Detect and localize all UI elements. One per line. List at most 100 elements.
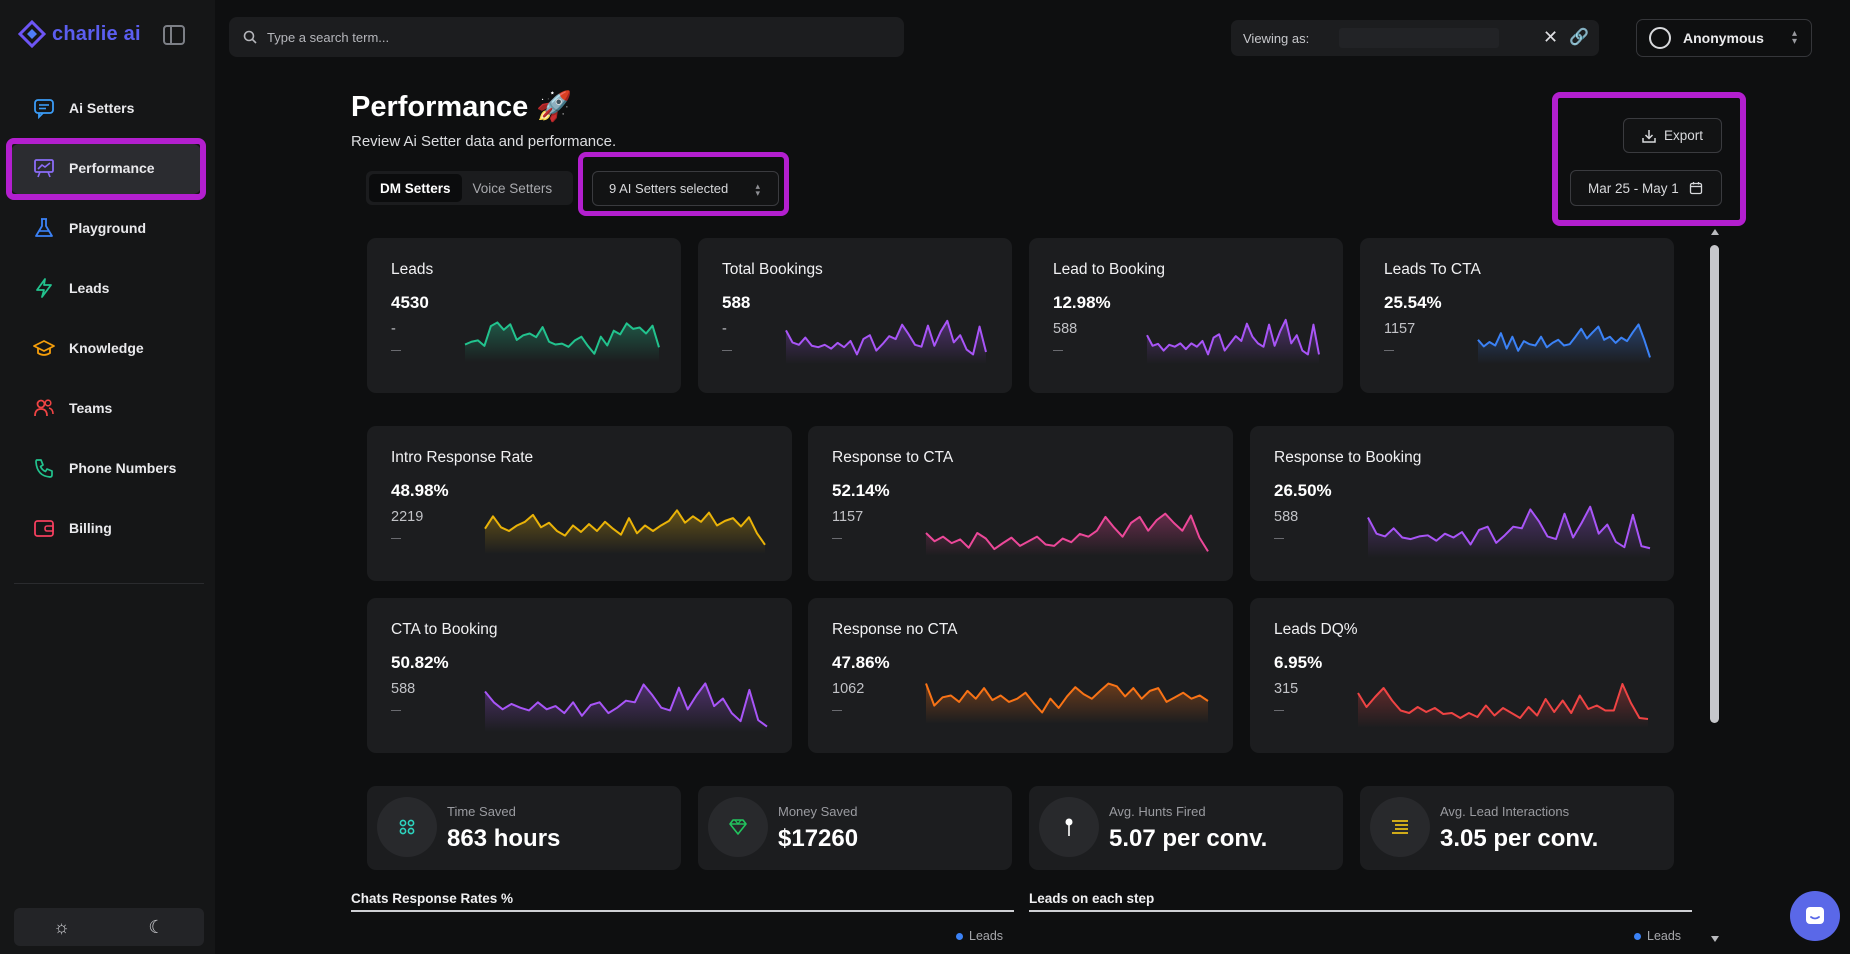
sparkline-chart <box>464 321 660 362</box>
lightning-icon <box>33 277 55 299</box>
setters-select[interactable]: 9 AI Setters selected ▴ ▾ <box>592 171 779 206</box>
stat-value: 4530 <box>391 293 429 312</box>
close-icon[interactable]: ✕ <box>1543 27 1559 47</box>
sidebar-item-leads[interactable]: Leads <box>0 258 215 318</box>
chat-icon <box>33 97 55 119</box>
scrollbar-thumb[interactable] <box>1710 245 1719 723</box>
metric-value: 863 hours <box>447 825 561 852</box>
sidebar-item-ai-setters[interactable]: Ai Setters <box>0 78 215 138</box>
wallet-icon <box>33 517 55 539</box>
logo[interactable]: charlie ai <box>18 20 141 48</box>
sparkline-area <box>926 513 1208 556</box>
stat-sub: 2219 <box>391 509 424 525</box>
scroll-up-arrow[interactable] <box>1711 229 1719 235</box>
legend-label: Leads <box>1647 929 1682 943</box>
stat-card-leads-to-cta: Leads To CTA 25.54% 1157 <box>1360 238 1674 393</box>
metric-card-avg-lead-interactions: Avg. Lead Interactions 3.05 per conv. <box>1360 786 1674 870</box>
sidebar-nav: Ai Setters Performance Playground Leads <box>0 78 215 558</box>
scroll-down-arrow[interactable] <box>1711 936 1719 942</box>
flask-icon <box>33 217 55 239</box>
support-chat-button[interactable] <box>1790 891 1840 941</box>
tab-dm-setters[interactable]: DM Setters <box>369 174 462 202</box>
user-menu-button[interactable]: Anonymous ▴ ▾ <box>1636 19 1812 57</box>
stat-dash <box>391 350 401 351</box>
stat-card-leads-dq: Leads DQ% 6.95% 315 <box>1250 598 1674 753</box>
sidebar-item-performance[interactable]: Performance <box>0 138 215 200</box>
moon-icon[interactable]: ☾ <box>148 916 165 937</box>
sparkline-chart <box>785 319 987 364</box>
sidebar-item-billing[interactable]: Billing <box>0 498 215 558</box>
stat-title: Leads DQ% <box>1274 621 1358 638</box>
tab-voice-setters[interactable]: Voice Setters <box>472 180 553 196</box>
stat-card-intro-response-rate: Intro Response Rate 48.98% 2219 <box>367 426 792 581</box>
sidebar-item-playground[interactable]: Playground <box>0 198 215 258</box>
sparkline-line <box>785 319 987 356</box>
sidebar-item-label: Performance <box>69 160 155 176</box>
highlight-box <box>578 152 789 216</box>
viewing-as-value[interactable] <box>1339 28 1499 48</box>
sparkline-line <box>925 682 1209 714</box>
stat-dash <box>391 538 401 539</box>
sparkline-line <box>1357 683 1649 720</box>
stat-title: Intro Response Rate <box>391 449 534 466</box>
stat-sub: - <box>722 321 727 337</box>
sparkline-area <box>926 683 1208 724</box>
legend-label: Leads <box>969 929 1004 943</box>
sidebar-item-knowledge[interactable]: Knowledge <box>0 318 215 378</box>
section-divider <box>1029 910 1692 912</box>
active-item-background <box>11 144 201 194</box>
stat-value: 25.54% <box>1384 293 1442 312</box>
sidebar-toggle-icon[interactable] <box>163 25 185 45</box>
search-icon <box>243 30 257 44</box>
sparkline-area <box>485 683 767 732</box>
date-range-picker[interactable]: Mar 25 - May 1 <box>1570 170 1722 206</box>
rocket-icon: 🚀 <box>536 91 573 123</box>
stat-title: Total Bookings <box>722 261 823 278</box>
stat-card-cta-to-booking: CTA to Booking 50.82% 588 <box>367 598 792 753</box>
sparkline-area <box>786 320 986 364</box>
viewing-as-bar[interactable]: Viewing as: ✕ 🔗 <box>1231 20 1599 56</box>
sparkline-area <box>1478 324 1650 364</box>
stat-dash <box>722 350 732 351</box>
stat-sub: 1157 <box>832 509 864 525</box>
highlight-box <box>6 138 206 200</box>
export-button[interactable]: Export <box>1623 118 1722 153</box>
sparkline-chart <box>1367 505 1651 558</box>
download-icon <box>1642 129 1656 143</box>
stat-dash <box>832 538 842 539</box>
stat-title: Lead to Booking <box>1053 261 1166 278</box>
stat-dash <box>832 710 842 711</box>
export-label: Export <box>1663 128 1704 143</box>
stat-value: 12.98% <box>1053 293 1111 312</box>
search-input[interactable] <box>267 29 867 45</box>
stat-card-leads: Leads 4530 - <box>367 238 681 393</box>
stat-title: Response to Booking <box>1274 449 1422 466</box>
sparkline-line <box>484 509 766 546</box>
page-title: Performance 🚀 <box>351 90 572 124</box>
sidebar: charlie ai Ai Setters Performance Playgr… <box>0 0 215 954</box>
date-range-label: Mar 25 - May 1 <box>1588 180 1679 196</box>
setters-select-label: 9 AI Setters selected <box>609 181 729 196</box>
charlie-logo-icon <box>18 20 46 48</box>
sidebar-item-label: Playground <box>69 220 147 236</box>
theme-toggle[interactable]: ☼ ☾ <box>14 908 204 946</box>
stat-title: Leads <box>391 261 434 278</box>
metric-card-money-saved: Money Saved $17260 <box>698 786 1012 870</box>
search-bar[interactable] <box>229 17 904 57</box>
metric-label: Time Saved <box>447 804 516 819</box>
chevron-updown-icon: ▴ ▾ <box>755 181 760 198</box>
page-title-text: Performance <box>351 91 529 123</box>
sidebar-item-teams[interactable]: Teams <box>0 378 215 438</box>
sidebar-item-label: Teams <box>69 400 113 416</box>
pin-icon <box>1039 797 1099 857</box>
sidebar-item-phone-numbers[interactable]: Phone Numbers <box>0 438 215 498</box>
sparkline-line <box>1367 505 1651 550</box>
highlight-box <box>1552 92 1746 226</box>
viewing-as-label: Viewing as: <box>1243 30 1310 46</box>
link-icon[interactable]: 🔗 <box>1569 29 1589 46</box>
stat-sub: - <box>391 321 396 337</box>
stat-value: 6.95% <box>1274 653 1323 672</box>
sun-icon[interactable]: ☼ <box>53 916 70 937</box>
metric-card-avg-hunts-fired: Avg. Hunts Fired 5.07 per conv. <box>1029 786 1343 870</box>
metric-value: 5.07 per conv. <box>1109 825 1268 852</box>
